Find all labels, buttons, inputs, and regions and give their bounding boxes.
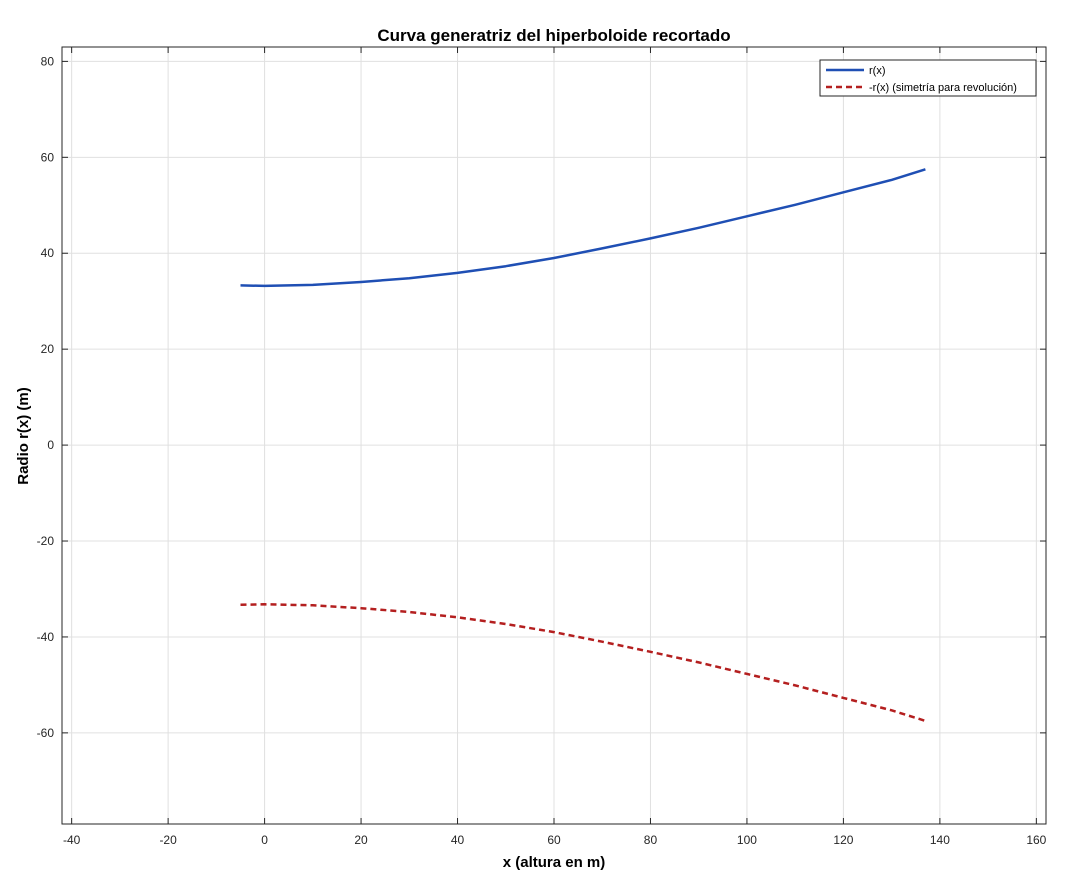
x-tick-label: 40: [451, 833, 465, 847]
grid-lines: [62, 47, 1046, 824]
x-tick-label: 160: [1026, 833, 1046, 847]
axis-ticks: -40 -20 0 20 40 60 80 100 120 140 160 -60 -40 -20 0 20 4…: [37, 47, 1047, 847]
y-tick-label: 80: [41, 54, 55, 68]
legend-box: [819, 59, 1037, 97]
x-tick-label: 60: [547, 833, 561, 847]
legend-entry-r: r(x): [869, 65, 886, 77]
x-tick-label: 0: [261, 833, 268, 847]
series-line-r: [240, 168, 926, 288]
y-tick-label: 20: [41, 342, 55, 356]
x-tick-label: 140: [930, 833, 950, 847]
y-tick-label: -40: [37, 630, 55, 644]
y-tick-label: 60: [41, 150, 55, 164]
series-group: [240, 168, 926, 723]
series-line-neg-r: [240, 603, 926, 723]
x-tick-label: 80: [644, 833, 658, 847]
x-tick-label: -20: [159, 833, 177, 847]
x-tick-label: -40: [63, 833, 81, 847]
legend: r(x) -r(x) (simetría para revolución): [819, 59, 1037, 97]
x-tick-label: 120: [833, 833, 853, 847]
y-axis-label: Radio r(x) (m): [15, 387, 32, 485]
y-tick-label: 0: [47, 438, 54, 452]
legend-entry-neg-r: -r(x) (simetría para revolución): [869, 82, 1017, 94]
y-tick-label: -20: [37, 534, 55, 548]
x-tick-label: 100: [737, 833, 757, 847]
y-tick-label: 40: [41, 246, 55, 260]
chart-title: Curva generatriz del hiperboloide recort…: [377, 26, 730, 45]
y-tick-label: -60: [37, 726, 55, 740]
x-axis-label: x (altura en m): [503, 854, 606, 871]
x-tick-label: 20: [354, 833, 368, 847]
